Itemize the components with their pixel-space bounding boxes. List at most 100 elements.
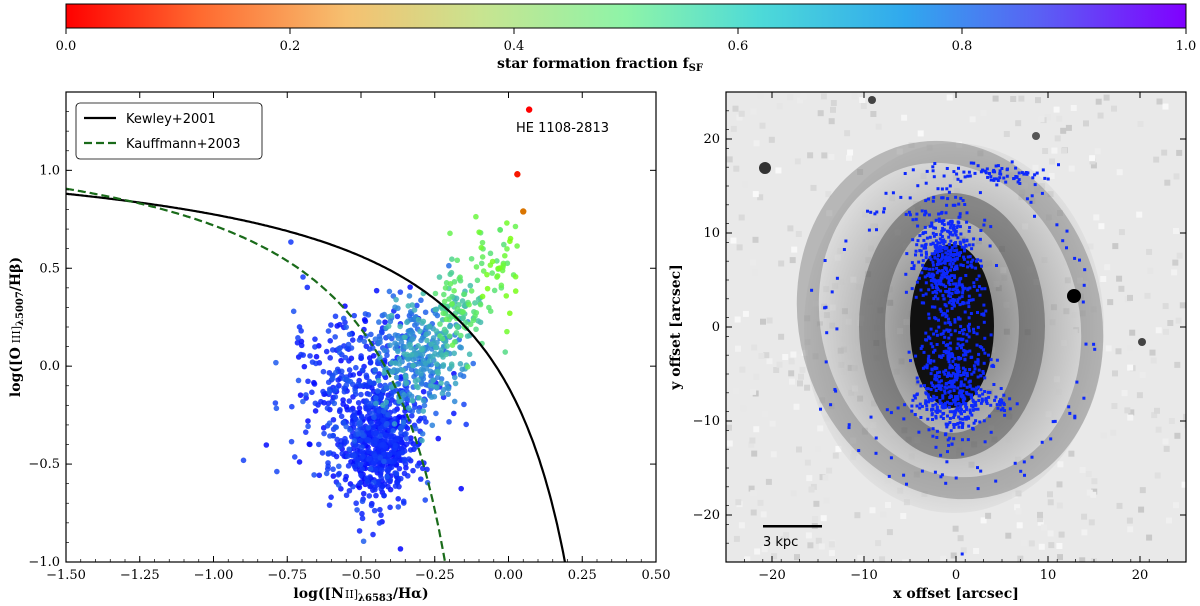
bpt-point (458, 344, 464, 351)
sf-spaxel (989, 403, 993, 407)
sf-spaxel (938, 279, 942, 283)
sf-spaxel (956, 298, 960, 302)
map-noise-pixel (1127, 364, 1134, 371)
bpt-point (414, 302, 420, 309)
sf-spaxel (907, 350, 911, 354)
bpt-point (441, 298, 448, 305)
sf-spaxel (874, 451, 878, 455)
sf-spaxel (976, 311, 979, 314)
sf-spaxel (943, 240, 947, 244)
map-noise-pixel (1017, 555, 1024, 562)
map-noise-pixel (900, 513, 907, 519)
map-noise-pixel (1174, 361, 1181, 368)
sf-spaxel (943, 406, 947, 409)
bpt-point (446, 262, 452, 269)
map-noise-pixel (1161, 149, 1168, 156)
map-noise-pixel (1056, 115, 1063, 122)
map-noise-pixel (1104, 264, 1111, 271)
bpt-point (360, 490, 367, 497)
bpt-point (263, 442, 270, 448)
sf-spaxel (1019, 469, 1023, 473)
bpt-point (368, 420, 375, 426)
bpt-point (464, 364, 471, 370)
sf-spaxel (1030, 455, 1034, 459)
bpt-point (329, 375, 336, 382)
map-noise-pixel (796, 97, 803, 104)
sf-spaxel (931, 231, 935, 235)
bpt-point (327, 355, 333, 361)
sf-spaxel (965, 350, 969, 354)
bpt-point (326, 420, 333, 427)
sf-spaxel (1030, 194, 1034, 198)
bpt-point (402, 334, 408, 341)
bpt-point (357, 480, 363, 487)
map-noise-pixel (880, 511, 887, 518)
bpt-point (302, 429, 309, 435)
bpt-x-tick-label: 0.25 (568, 568, 597, 583)
bpt-point (428, 382, 434, 389)
sf-spaxel (927, 213, 931, 217)
sf-spaxel (915, 212, 919, 216)
sf-spaxel (950, 220, 954, 224)
map-y-tick-label: 0 (712, 320, 720, 335)
sf-spaxel (961, 343, 965, 347)
sf-spaxel (962, 383, 966, 387)
sf-spaxel (920, 404, 924, 408)
sf-spaxel (931, 434, 935, 438)
map-y-tick-label: 20 (703, 132, 720, 147)
bpt-point (394, 367, 401, 374)
map-noise-pixel (969, 116, 976, 123)
bpt-point (324, 405, 331, 412)
sf-spaxel (986, 175, 990, 179)
sf-spaxel (1055, 223, 1059, 227)
map-noise-pixel (1147, 267, 1154, 274)
bpt-point (390, 389, 397, 395)
sf-spaxel (955, 248, 959, 252)
bpt-point (504, 328, 510, 335)
sf-spaxel (952, 380, 956, 384)
bpt-point (466, 301, 472, 308)
sf-spaxel (954, 476, 958, 480)
map-noise-pixel (760, 318, 766, 325)
sf-spaxel (956, 224, 960, 228)
sf-spaxel (980, 399, 984, 403)
sf-spaxel (924, 267, 928, 271)
colorbar-tick-label: 1.0 (1176, 39, 1197, 54)
bpt-point (416, 395, 422, 401)
bpt-point (426, 323, 433, 330)
bpt-point (289, 403, 295, 410)
sf-spaxel (968, 408, 972, 412)
bpt-point (472, 300, 478, 306)
sf-spaxel (961, 421, 965, 425)
sf-spaxel (947, 317, 950, 321)
bpt-point (364, 383, 371, 390)
sf-spaxel (1029, 200, 1033, 204)
sf-spaxel (935, 410, 939, 414)
sf-spaxel (952, 423, 956, 426)
bpt-point (399, 449, 406, 456)
sf-spaxel (930, 252, 934, 256)
map-x-tick-label: 10 (1040, 568, 1057, 583)
bpt-point (444, 343, 450, 349)
bpt-point (392, 304, 398, 311)
sf-spaxel (935, 396, 939, 400)
map-noise-pixel (950, 552, 957, 559)
sf-spaxel (987, 353, 990, 357)
map-noise-pixel (1048, 542, 1055, 549)
map-noise-pixel (1100, 432, 1107, 439)
sf-spaxel (958, 417, 962, 421)
sf-spaxel (947, 249, 950, 253)
bpt-point (378, 467, 385, 473)
bpt-point (421, 415, 427, 421)
bpt-point (358, 414, 365, 421)
scale-bar-label: 3 kpc (763, 535, 798, 550)
sf-spaxel (882, 210, 886, 214)
bpt-point (410, 467, 416, 474)
bpt-point (335, 482, 342, 488)
sf-spaxel (911, 238, 915, 242)
sf-spaxel (884, 191, 888, 195)
bpt-point (364, 413, 371, 420)
bpt-point (375, 449, 382, 455)
sf-spaxel (933, 366, 937, 370)
sf-spaxel (955, 172, 959, 176)
